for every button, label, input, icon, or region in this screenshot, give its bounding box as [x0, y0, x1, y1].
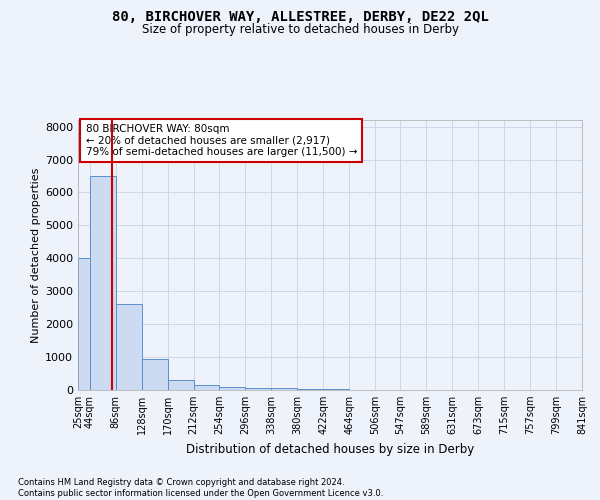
Bar: [245, 388, 271, 390]
Text: 80 BIRCHOVER WAY: 80sqm
← 20% of detached houses are smaller (2,917)
79% of semi: 80 BIRCHOVER WAY: 80sqm ← 20% of detache…: [86, 124, 357, 157]
Text: Contains HM Land Registry data © Crown copyright and database right 2024.
Contai: Contains HM Land Registry data © Crown c…: [18, 478, 383, 498]
Bar: [323, 389, 349, 390]
Y-axis label: Number of detached properties: Number of detached properties: [31, 168, 41, 342]
Bar: [271, 388, 297, 390]
Bar: [142, 358, 167, 390]
Bar: [167, 380, 193, 390]
Text: Size of property relative to detached houses in Derby: Size of property relative to detached ho…: [142, 22, 458, 36]
Bar: [116, 304, 142, 390]
Text: 80, BIRCHOVER WAY, ALLESTREE, DERBY, DE22 2QL: 80, BIRCHOVER WAY, ALLESTREE, DERBY, DE2…: [112, 10, 488, 24]
Bar: [297, 388, 323, 390]
X-axis label: Distribution of detached houses by size in Derby: Distribution of detached houses by size …: [186, 442, 474, 456]
Bar: [220, 388, 245, 390]
Bar: [90, 176, 116, 390]
Bar: [193, 385, 220, 390]
Bar: [78, 258, 90, 390]
